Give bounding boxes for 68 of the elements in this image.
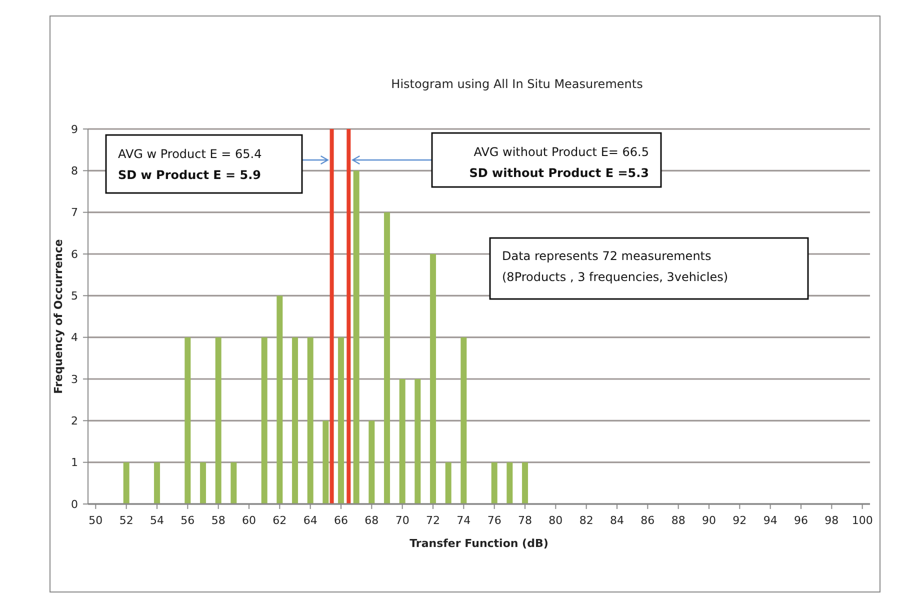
- bar: [368, 420, 375, 504]
- y-tick-label: 9: [71, 122, 78, 136]
- y-tick-label: 5: [71, 290, 78, 303]
- y-tick-label: 3: [71, 372, 78, 386]
- bar: [307, 337, 314, 504]
- x-tick-label: 98: [824, 514, 839, 527]
- bar: [292, 337, 298, 504]
- x-axis-title: Transfer Function (dB): [410, 537, 548, 550]
- annotation: AVG without Product E= 66.5: [474, 145, 649, 159]
- bar: [338, 337, 344, 504]
- x-tick-label: 92: [732, 514, 747, 527]
- bar: [460, 337, 467, 504]
- bar: [123, 462, 130, 504]
- bar: [322, 420, 329, 504]
- x-tick-label: 64: [303, 514, 318, 527]
- bar: [445, 462, 452, 504]
- annotation: Data represents 72 measurements: [502, 249, 712, 263]
- x-tick-label: 66: [334, 514, 348, 527]
- bar: [506, 462, 513, 504]
- annotation: SD without Product E =5.3: [469, 166, 649, 180]
- y-axis-title: Frequency of Occurrence: [52, 239, 65, 394]
- bar: [184, 337, 191, 504]
- bar: [200, 462, 206, 504]
- x-tick-label: 52: [119, 514, 134, 527]
- chart-title: Histogram using All In Situ Measurements: [391, 77, 643, 91]
- y-tick-label: 2: [71, 414, 78, 428]
- y-tick-label: 8: [71, 164, 78, 178]
- bar: [522, 462, 528, 504]
- x-tick-label: 54: [150, 514, 164, 527]
- x-tick-label: 76: [487, 514, 502, 527]
- bar: [430, 254, 436, 504]
- bar: [384, 212, 390, 504]
- bar: [276, 296, 283, 504]
- x-tick-label: 70: [395, 514, 410, 527]
- y-tick-label: 7: [71, 206, 78, 220]
- bar: [261, 337, 268, 504]
- x-tick-label: 62: [272, 514, 287, 527]
- bar: [414, 379, 421, 504]
- bar: [154, 462, 160, 504]
- y-tick-label: 4: [71, 331, 78, 344]
- x-tick-label: 100: [852, 514, 873, 527]
- x-tick-label: 88: [671, 514, 686, 527]
- bar: [215, 337, 222, 504]
- bar: [353, 170, 360, 504]
- bar: [230, 462, 237, 504]
- x-tick-label: 50: [88, 514, 103, 527]
- x-tick-label: 80: [548, 514, 563, 527]
- x-tick-label: 68: [364, 514, 379, 527]
- x-tick-label: 82: [579, 514, 594, 527]
- x-tick-label: 78: [518, 514, 532, 527]
- annotation: SD w Product E = 5.9: [118, 168, 262, 182]
- x-tick-label: 58: [211, 514, 226, 527]
- x-tick-label: 90: [702, 514, 716, 527]
- x-tick-label: 60: [242, 514, 256, 527]
- x-tick-label: 86: [640, 514, 655, 527]
- x-tick-label: 74: [456, 514, 471, 527]
- y-tick-label: 1: [71, 456, 78, 470]
- x-tick-label: 96: [794, 514, 808, 527]
- x-tick-label: 72: [426, 514, 440, 527]
- x-tick-label: 94: [763, 514, 778, 527]
- annotation: AVG w Product E = 65.4: [118, 147, 262, 161]
- y-tick-label: 6: [71, 248, 78, 261]
- bar: [399, 379, 406, 504]
- y-tick-label: 0: [71, 498, 78, 511]
- bar: [491, 462, 498, 504]
- x-tick-label: 56: [180, 514, 195, 527]
- annotation: (8Products , 3 frequencies, 3vehicles): [502, 270, 728, 284]
- x-tick-label: 84: [610, 514, 624, 527]
